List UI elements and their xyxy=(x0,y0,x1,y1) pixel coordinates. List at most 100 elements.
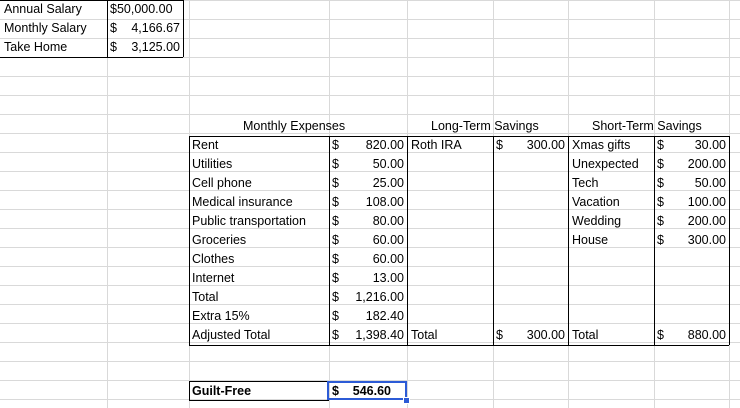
long-term-total-amount: 300.00 xyxy=(526,328,565,342)
monthly-salary-cell[interactable]: $ 4,166.67 xyxy=(107,19,183,38)
roth-ira-label[interactable]: Roth IRA xyxy=(411,138,462,152)
monthly-salary-label[interactable]: Monthly Salary xyxy=(4,21,87,35)
grid-row-line xyxy=(0,133,740,134)
expense-amount-cell[interactable]: $60.00 xyxy=(329,231,407,250)
grid-row-line xyxy=(0,285,740,286)
long-term-savings-header[interactable]: Long-Term Savings xyxy=(431,119,539,133)
expense-label[interactable]: Internet xyxy=(192,271,235,285)
long-term-total-cell[interactable]: $ 300.00 xyxy=(493,326,568,345)
grid-row-line xyxy=(0,304,740,305)
grid-row-line xyxy=(0,114,740,115)
annual-salary-label[interactable]: Annual Salary xyxy=(4,2,82,16)
take-home-amount: 3,125.00 xyxy=(131,40,180,54)
roth-ira-amount: 300.00 xyxy=(526,138,565,152)
expense-dollar: $ xyxy=(332,252,339,266)
guilt-free-cell[interactable]: $ 546.60 xyxy=(329,382,405,401)
expense-label[interactable]: Public transportation xyxy=(192,214,306,228)
grid-row-line xyxy=(0,323,740,324)
expense-dollar: $ xyxy=(332,290,339,304)
expense-label[interactable]: Extra 15% xyxy=(192,309,250,323)
short-term-dollar: $ xyxy=(657,176,664,190)
short-term-total-dollar: $ xyxy=(657,328,664,342)
short-term-amount-cell[interactable]: $30.00 xyxy=(654,136,729,155)
guilt-free-label[interactable]: Guilt-Free xyxy=(192,384,252,398)
expense-amount-cell[interactable]: $25.00 xyxy=(329,174,407,193)
grid-row-line xyxy=(0,209,740,210)
short-term-label[interactable]: House xyxy=(572,233,609,247)
short-term-total-amount: 880.00 xyxy=(687,328,726,342)
expense-label[interactable]: Cell phone xyxy=(192,176,252,190)
expense-dollar: $ xyxy=(332,176,339,190)
expense-label[interactable]: Rent xyxy=(192,138,219,152)
grid-row-line xyxy=(0,171,740,172)
short-term-label[interactable]: Wedding xyxy=(572,214,622,228)
monthly-expenses-header[interactable]: Monthly Expenses xyxy=(243,119,346,133)
expense-amount: 60.00 xyxy=(372,252,404,266)
short-term-amount-cell[interactable]: $100.00 xyxy=(654,193,729,212)
take-home-label[interactable]: Take Home xyxy=(4,40,68,54)
short-term-savings-header[interactable]: Short-Term Savings xyxy=(592,119,702,133)
short-term-dollar: $ xyxy=(657,138,664,152)
short-term-amount-cell[interactable]: $50.00 xyxy=(654,174,729,193)
expense-amount-cell[interactable]: $182.40 xyxy=(329,307,407,326)
grid-row-line xyxy=(0,342,740,343)
expense-amount: 80.00 xyxy=(372,214,404,228)
active-cell-selection[interactable] xyxy=(327,381,407,400)
short-term-amount: 30.00 xyxy=(694,138,726,152)
guilt-free-amount: 546.60 xyxy=(352,384,391,398)
expense-amount-cell[interactable]: $13.00 xyxy=(329,269,407,288)
expense-amount: 50.00 xyxy=(372,157,404,171)
expense-amount: 1,398.40 xyxy=(355,328,404,342)
short-term-amount: 50.00 xyxy=(694,176,726,190)
expense-dollar: $ xyxy=(332,214,339,228)
short-term-amount-cell[interactable]: $200.00 xyxy=(654,155,729,174)
expense-label[interactable]: Medical insurance xyxy=(192,195,293,209)
expense-dollar: $ xyxy=(332,195,339,209)
grid-row-line xyxy=(0,247,740,248)
fill-handle[interactable] xyxy=(403,397,410,404)
short-term-dollar: $ xyxy=(657,157,664,171)
grid-row-line xyxy=(0,152,740,153)
short-term-amount-cell[interactable]: $300.00 xyxy=(654,231,729,250)
expense-amount-cell[interactable]: $50.00 xyxy=(329,155,407,174)
expense-amount-cell[interactable]: $80.00 xyxy=(329,212,407,231)
short-term-total-cell[interactable]: $ 880.00 xyxy=(654,326,729,345)
expense-amount-cell[interactable]: $1,216.00 xyxy=(329,288,407,307)
grid-row-line xyxy=(0,361,740,362)
grid-row-line xyxy=(0,266,740,267)
grid-row-line xyxy=(0,0,740,1)
short-term-label[interactable]: Vacation xyxy=(572,195,620,209)
expense-amount: 25.00 xyxy=(372,176,404,190)
short-term-total-label[interactable]: Total xyxy=(572,328,599,342)
expense-label[interactable]: Adjusted Total xyxy=(192,328,271,342)
expense-amount-cell[interactable]: $60.00 xyxy=(329,250,407,269)
short-term-label[interactable]: Xmas gifts xyxy=(572,138,631,152)
take-home-cell[interactable]: $ 3,125.00 xyxy=(107,38,183,57)
expense-dollar: $ xyxy=(332,157,339,171)
short-term-amount: 300.00 xyxy=(687,233,726,247)
short-term-label[interactable]: Tech xyxy=(572,176,599,190)
guilt-free-dollar: $ xyxy=(332,384,339,398)
expense-amount-cell[interactable]: $108.00 xyxy=(329,193,407,212)
short-term-amount: 200.00 xyxy=(687,214,726,228)
grid-row-line xyxy=(0,38,740,39)
expense-dollar: $ xyxy=(332,233,339,247)
long-term-total-label[interactable]: Total xyxy=(411,328,438,342)
expense-amount: 108.00 xyxy=(365,195,404,209)
short-term-amount-cell[interactable]: $200.00 xyxy=(654,212,729,231)
roth-ira-cell[interactable]: $ 300.00 xyxy=(493,136,568,155)
expense-amount: 13.00 xyxy=(372,271,404,285)
expense-label[interactable]: Utilities xyxy=(192,157,233,171)
short-term-label[interactable]: Unexpected xyxy=(572,157,639,171)
expense-amount-cell[interactable]: $1,398.40 xyxy=(329,326,407,345)
short-term-dollar: $ xyxy=(657,233,664,247)
expense-dollar: $ xyxy=(332,138,339,152)
expense-label[interactable]: Total xyxy=(192,290,219,304)
expense-label[interactable]: Groceries xyxy=(192,233,247,247)
expense-amount-cell[interactable]: $820.00 xyxy=(329,136,407,155)
monthly-salary-amount: 4,166.67 xyxy=(131,21,180,35)
annual-salary-value[interactable]: $50,000.00 xyxy=(110,2,173,16)
expense-label[interactable]: Clothes xyxy=(192,252,235,266)
monthly-salary-dollar: $ xyxy=(110,21,117,35)
